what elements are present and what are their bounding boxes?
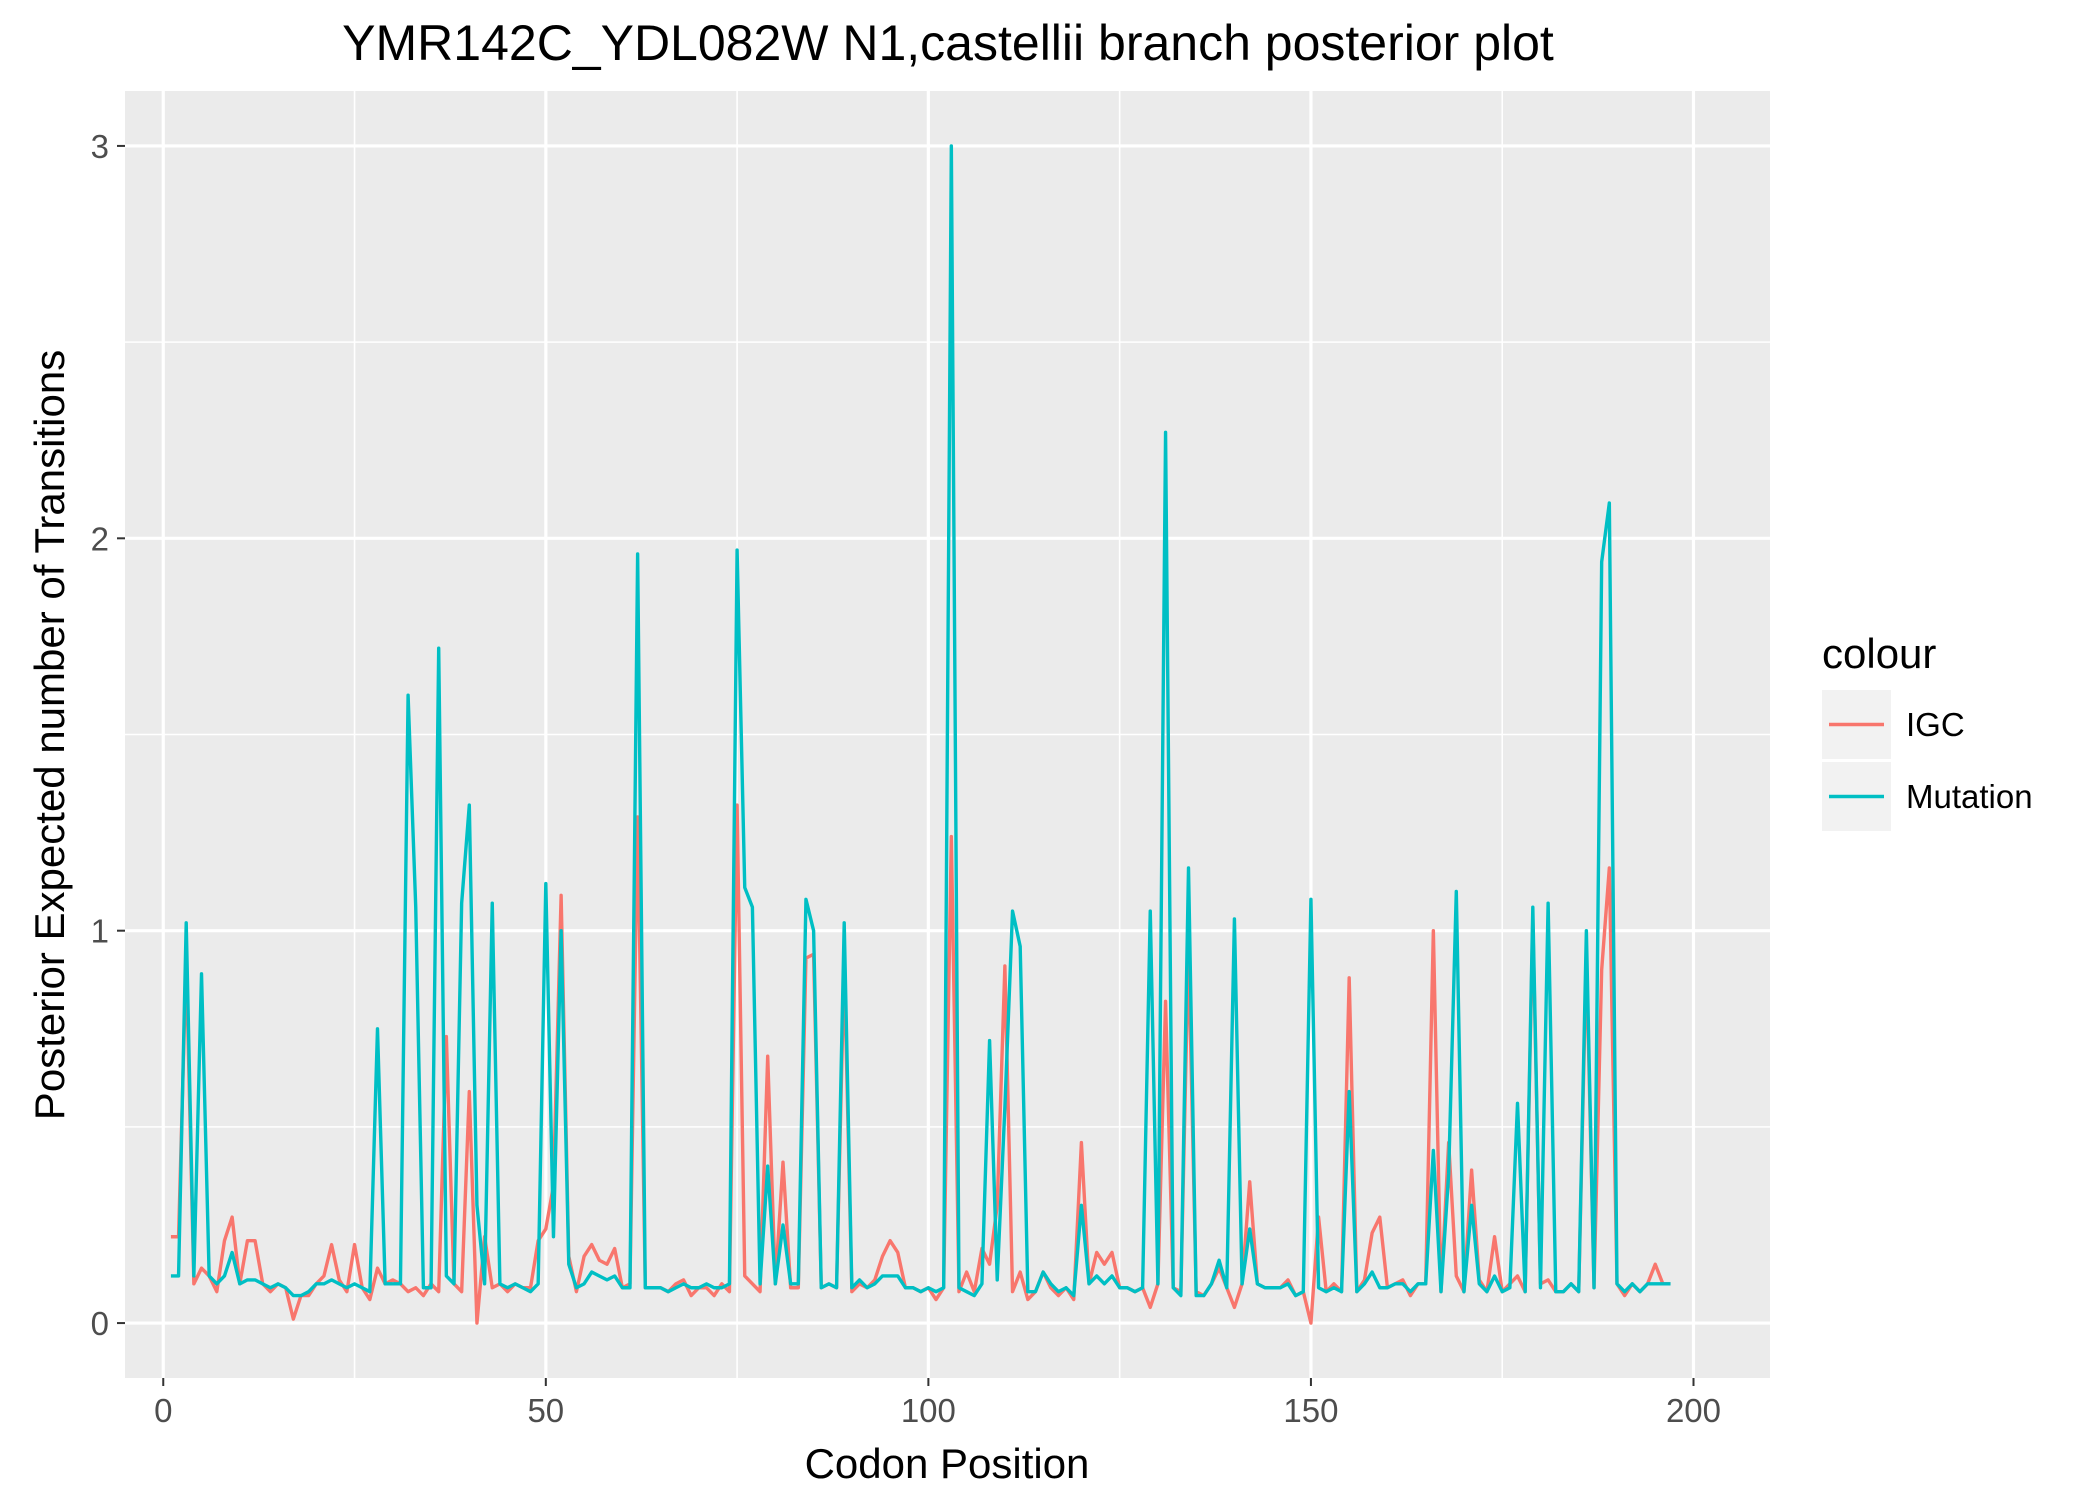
y-tick-label: 2 [91,520,109,557]
y-tick-label: 3 [91,128,109,165]
x-axis: 0 50 100 150 200 [154,1378,1721,1429]
y-axis: 0 1 2 3 [91,128,125,1342]
x-tick-label: 150 [1283,1392,1338,1429]
x-axis-label: Codon Position [805,1440,1090,1487]
y-tick-label: 0 [91,1305,109,1342]
legend-entries: IGC Mutation [1822,690,2033,831]
legend: colour IGC Mutation [1822,630,2033,831]
x-tick-label: 0 [154,1392,172,1429]
legend-label-mutation: Mutation [1906,778,2033,815]
series-lines [170,144,1671,1325]
y-axis-label: Posterior Expected number of Transitions [26,350,73,1120]
x-tick-label: 100 [901,1392,956,1429]
chart-title: YMR142C_YDL082W N1,castellii branch post… [342,15,1554,71]
legend-label-igc: IGC [1906,706,1965,743]
legend-title: colour [1822,630,1936,677]
x-tick-label: 50 [527,1392,564,1429]
series-line-mutation [170,144,1671,1298]
y-tick-label: 1 [91,913,109,950]
x-tick-label: 200 [1666,1392,1721,1429]
